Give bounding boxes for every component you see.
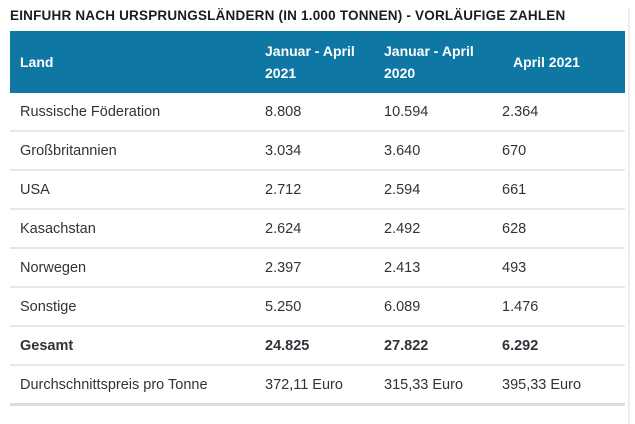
column-header-land: Land — [20, 53, 54, 70]
row-value: 6.292 — [502, 337, 539, 354]
row-label: USA — [20, 181, 50, 198]
row-label: Durchschnittspreis pro Tonne — [20, 376, 208, 393]
row-value: 315,33 Euro — [384, 376, 464, 393]
row-value: 6.089 — [384, 298, 421, 315]
row-value: 27.822 — [384, 337, 429, 354]
table-row: Norwegen 2.397 2.413 493 — [10, 249, 625, 288]
row-label: Sonstige — [20, 298, 77, 315]
row-value: 1.476 — [502, 298, 539, 315]
row-value: 493 — [502, 259, 527, 276]
row-value: 628 — [502, 220, 527, 237]
row-label: Großbritannien — [20, 142, 117, 159]
row-value: 24.825 — [265, 337, 310, 354]
row-value: 2.413 — [384, 259, 421, 276]
row-value: 395,33 Euro — [502, 376, 582, 393]
table-row: USA 2.712 2.594 661 — [10, 171, 625, 210]
table-row: Russische Föderation 8.808 10.594 2.364 — [10, 93, 625, 132]
row-value: 5.250 — [265, 298, 302, 315]
row-value: 3.640 — [384, 142, 421, 159]
row-value: 2.397 — [265, 259, 302, 276]
row-value: 670 — [502, 142, 527, 159]
table-row: Durchschnittspreis pro Tonne 372,11 Euro 3… — [10, 366, 625, 406]
row-value: 372,11 Euro — [265, 376, 343, 393]
column-header-januar-april-2021: Januar - April 2021 — [265, 42, 355, 81]
row-value: 8.808 — [265, 103, 302, 120]
row-label: Kasachstan — [20, 220, 96, 237]
row-value: 2.364 — [502, 103, 539, 120]
row-value: 10.594 — [384, 103, 429, 120]
column-header-april-2021: April 2021 — [513, 53, 580, 70]
table-body: Russische Föderation 8.808 10.594 2.364 Groß… — [10, 93, 625, 406]
column-header-januar-april-2020: Januar - April 2020 — [384, 42, 474, 81]
row-label: Norwegen — [20, 259, 87, 276]
row-label: Gesamt — [20, 337, 74, 354]
page: EINFUHR NACH URSPRUNGSLÄNDERN (IN 1.000 … — [0, 8, 635, 424]
table-row: Sonstige 5.250 6.089 1.476 — [10, 288, 625, 327]
page-edge-divider — [628, 8, 630, 424]
imports-table: Land Januar - April 2021 Januar - April … — [10, 31, 625, 406]
table-header-row: Land Januar - April 2021 Januar - April … — [10, 31, 625, 93]
row-value: 2.712 — [265, 181, 302, 198]
page-title: EINFUHR NACH URSPRUNGSLÄNDERN (IN 1.000 … — [10, 8, 566, 23]
row-value: 2.594 — [384, 181, 421, 198]
row-value: 2.624 — [265, 220, 302, 237]
row-label: Russische Föderation — [20, 103, 161, 120]
row-value: 2.492 — [384, 220, 421, 237]
table-row: Gesamt 24.825 27.822 6.292 — [10, 327, 625, 366]
table-row: Kasachstan 2.624 2.492 628 — [10, 210, 625, 249]
row-value: 661 — [502, 181, 527, 198]
row-value: 3.034 — [265, 142, 302, 159]
table-row: Großbritannien 3.034 3.640 670 — [10, 132, 625, 171]
